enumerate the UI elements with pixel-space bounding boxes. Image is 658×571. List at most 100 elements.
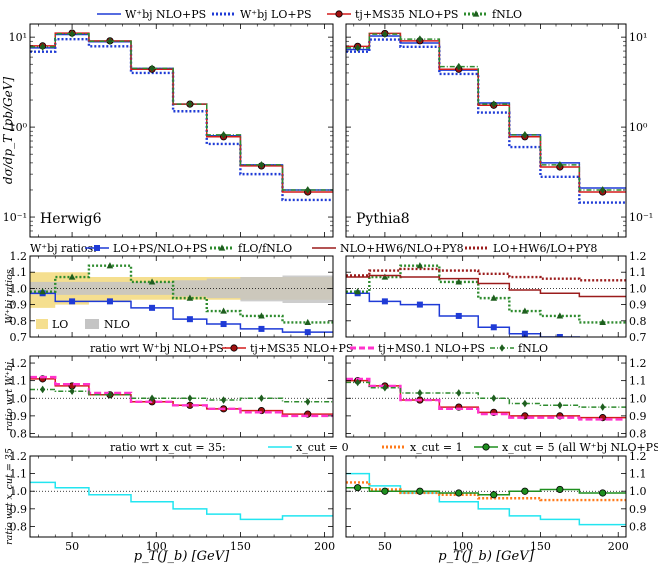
- y-tick-label: 0.8: [629, 315, 647, 328]
- point-2-1: [69, 387, 75, 396]
- point-2-6: [556, 485, 564, 494]
- point-2-3: [149, 394, 155, 403]
- y-tick-label: 10⁻¹: [3, 211, 27, 224]
- x-axis-label-0: p_T(J_b) [GeV]: [134, 549, 230, 564]
- ratio1-1-legend-marker: [218, 244, 226, 251]
- point-3-3: [456, 62, 462, 71]
- point-2-0: [355, 378, 361, 387]
- band-lo-label: LO: [52, 318, 68, 331]
- series-1-main: [346, 38, 626, 204]
- x-tick-label: 50: [65, 540, 79, 553]
- ratio1-legend-prefix: W⁺bj ratios:: [30, 242, 97, 255]
- point-2-0: [40, 385, 46, 394]
- ratio2-2-legend-marker: [499, 344, 505, 352]
- y-tick-label: 1.1: [10, 375, 28, 388]
- point-3-5: [522, 131, 528, 139]
- series-2-ratio3-right: [346, 486, 626, 496]
- x-tick-label: 100: [146, 540, 167, 553]
- ratio3-2-legend-marker: [482, 443, 490, 451]
- y-tick-label: 10¹: [629, 31, 647, 44]
- ratio2-2-legend-symbol: [490, 344, 514, 352]
- y-axis-label-ratio2-left: ratio wrt W⁺bj: [4, 362, 15, 431]
- point-2-6: [258, 394, 265, 403]
- y-tick-label: 1.0: [629, 485, 647, 498]
- main-3-legend-symbol: [464, 10, 488, 17]
- point-3-3: [149, 64, 155, 73]
- main-legend-label-0: W⁺bj NLO+PS: [125, 8, 206, 21]
- point-0-1: [381, 298, 388, 305]
- y-tick-label: 1.1: [629, 468, 647, 481]
- series-1-ratio1-right: [346, 264, 626, 324]
- point-2-4: [187, 394, 193, 403]
- y-tick-label: 1.2: [629, 450, 647, 463]
- series-1-ratio2-left: [30, 375, 333, 418]
- point-2-5: [521, 487, 529, 495]
- plot-area-6: [30, 481, 333, 521]
- x-tick-label: 100: [452, 540, 473, 553]
- ratio3-legend-prefix: ratio wrt x_cut = 35:: [110, 441, 226, 454]
- point-1-7: [304, 318, 312, 326]
- main-legend-label-2: tj+MS35 NLO+PS: [355, 8, 458, 21]
- point-0-1: [69, 298, 76, 305]
- ratio2-legend-label-1: tj+MS0.1 NLO+PS: [378, 342, 485, 355]
- point-1-0: [354, 288, 361, 295]
- point-1-4: [186, 294, 194, 301]
- ratio3-legend-label-0: x_cut = 0: [296, 441, 349, 454]
- plot-area-0: [30, 29, 333, 202]
- y-tick-label: 1.1: [629, 266, 647, 279]
- ratio2-legend-label-2: fNLO: [518, 342, 548, 355]
- y-tick-label: 1.0: [629, 282, 647, 295]
- y-tick-label: 0.9: [629, 503, 647, 516]
- y-tick-label: 0.9: [629, 299, 647, 312]
- point-2-5: [220, 396, 227, 404]
- point-1-2: [416, 262, 424, 269]
- point-3-1: [382, 30, 388, 38]
- ratio3-legend-label-2: x_cut = 5 (all W⁺bj NLO+PS): [502, 441, 658, 454]
- panel-frame: [29, 355, 334, 438]
- point-3-2: [417, 35, 423, 43]
- point-0-6: [556, 334, 563, 337]
- y-tick-label: 0.9: [10, 410, 28, 423]
- point-1-3: [455, 278, 463, 285]
- ratio1-legend-label-0: LO+PS/NLO+PS: [113, 242, 207, 255]
- y-axis-label-main: dσ/dp_T [pb/GeV]: [1, 77, 15, 185]
- series-2-ratio1-right: [346, 274, 626, 298]
- main-3-legend-marker: [472, 10, 480, 17]
- point-0-7: [600, 337, 606, 343]
- generator-label-pythia8: Pythia8: [356, 211, 410, 227]
- series-1-main: [30, 37, 333, 202]
- series-1-ratio2-right: [346, 377, 626, 421]
- point-3-7: [600, 186, 606, 194]
- point-0-4: [490, 324, 497, 331]
- x-tick-label: 150: [230, 540, 251, 553]
- ratio1-0-legend-marker: [94, 245, 100, 251]
- point-2-4: [490, 491, 498, 499]
- point-2-2: [417, 389, 423, 397]
- ratio1-legend-label-3: LO+HW6/LO+PY8: [493, 242, 597, 255]
- point-1-6: [556, 312, 564, 319]
- y-tick-label: 0.8: [629, 520, 647, 533]
- y-tick-label: 1.0: [10, 282, 28, 295]
- y-tick-label: 0.9: [629, 410, 647, 423]
- y-tick-label: 1.0: [629, 392, 647, 405]
- plot-area-7: [346, 472, 626, 526]
- plot-area-4: [30, 375, 333, 418]
- panel-main-pythia8: [345, 23, 627, 238]
- band-nlo-label: NLO: [104, 318, 130, 331]
- y-tick-label: 0.7: [10, 331, 28, 344]
- y-tick-label: 0.9: [10, 299, 28, 312]
- x-tick-label: 150: [530, 540, 551, 553]
- point-1-0: [39, 288, 46, 295]
- main-legend-label-3: fNLO: [492, 8, 522, 21]
- panel-ratio2-right: [345, 355, 627, 438]
- plot-area-5: [346, 377, 626, 422]
- point-0-3: [455, 312, 462, 319]
- y-tick-label: 0.8: [10, 427, 28, 440]
- point-1-3: [148, 278, 156, 285]
- y-tick-label: 10⁻¹: [629, 211, 653, 224]
- x-tick-label: 200: [608, 540, 629, 553]
- ratio2-legend-prefix: ratio wrt W⁺bj NLO+PS:: [90, 342, 227, 355]
- main-2-legend-symbol: [327, 10, 351, 18]
- point-1-5: [220, 307, 227, 314]
